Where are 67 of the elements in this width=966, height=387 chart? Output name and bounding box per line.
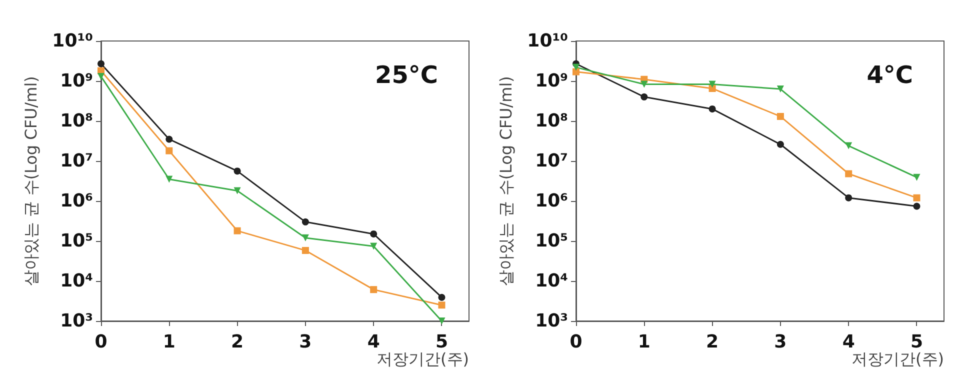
point <box>438 294 446 301</box>
point <box>776 112 784 120</box>
y-tick-label: 10⁶ <box>60 190 94 212</box>
x-tick-label: 0 <box>570 332 582 352</box>
point <box>845 170 852 178</box>
point <box>776 86 784 93</box>
x-tick-label: 5 <box>910 332 924 352</box>
point <box>913 194 920 202</box>
y-tick-label: 10³ <box>60 310 93 332</box>
point <box>166 176 173 183</box>
point <box>845 142 852 150</box>
point <box>234 227 241 234</box>
x-tick-label: 0 <box>94 332 108 352</box>
x-tick-label: 3 <box>774 332 787 352</box>
y-tick-label: 10⁵ <box>535 230 568 252</box>
x-tick-label: 4 <box>842 332 855 352</box>
x-tick-label: 2 <box>231 332 244 352</box>
point <box>438 302 446 309</box>
point <box>234 168 241 175</box>
y-tick-label: 10⁷ <box>535 150 568 172</box>
y-tick-label: 10⁴ <box>60 270 94 292</box>
point <box>913 202 920 210</box>
point <box>438 318 446 324</box>
x-tick-label: 1 <box>638 332 650 352</box>
point <box>845 194 852 202</box>
y-axis-title: 살아있는 균 수(Log CFU/ml) <box>22 76 40 286</box>
point <box>302 246 309 254</box>
x-tick-label: 5 <box>435 332 448 352</box>
y-tick-label: 10⁶ <box>535 190 568 212</box>
point <box>708 80 716 88</box>
x-tick-label: 1 <box>162 332 176 352</box>
y-tick-label: 10³ <box>535 310 568 332</box>
y-tick-label: 10¹⁰ <box>52 30 94 52</box>
point <box>98 72 104 80</box>
point <box>572 64 580 71</box>
y-tick-label: 10⁹ <box>535 70 568 92</box>
point <box>776 140 784 148</box>
point <box>640 80 648 88</box>
point <box>166 147 173 154</box>
point <box>302 218 309 226</box>
point <box>913 174 920 181</box>
y-tick-label: 10⁸ <box>535 110 568 132</box>
x-axis-title: 저장기간(주) <box>376 350 469 368</box>
text: 25°C <box>374 61 438 89</box>
point <box>640 93 648 100</box>
y-tick-label: 10⁹ <box>60 70 93 92</box>
point <box>302 234 309 242</box>
point <box>708 84 716 92</box>
text: 4°C <box>866 61 913 89</box>
y-tick-label: 10⁵ <box>60 230 93 252</box>
point <box>572 68 580 76</box>
point <box>234 187 241 194</box>
x-tick-label: 3 <box>299 332 312 352</box>
point <box>370 242 378 250</box>
point <box>166 136 173 143</box>
x-axis-title: 저장기간(주) <box>852 350 944 368</box>
point <box>708 105 716 112</box>
x-tick-label: 4 <box>367 332 380 352</box>
point <box>370 230 378 238</box>
y-tick-label: 10⁴ <box>535 270 568 292</box>
point <box>370 286 378 294</box>
y-axis-title: 살아있는 균 수(Log CFU/ml) <box>496 76 516 286</box>
y-tick-label: 10⁷ <box>60 150 93 172</box>
point <box>98 60 104 68</box>
y-tick-label: 10⁸ <box>60 110 93 132</box>
y-tick-label: 10¹⁰ <box>527 30 568 52</box>
x-tick-label: 2 <box>706 332 719 352</box>
